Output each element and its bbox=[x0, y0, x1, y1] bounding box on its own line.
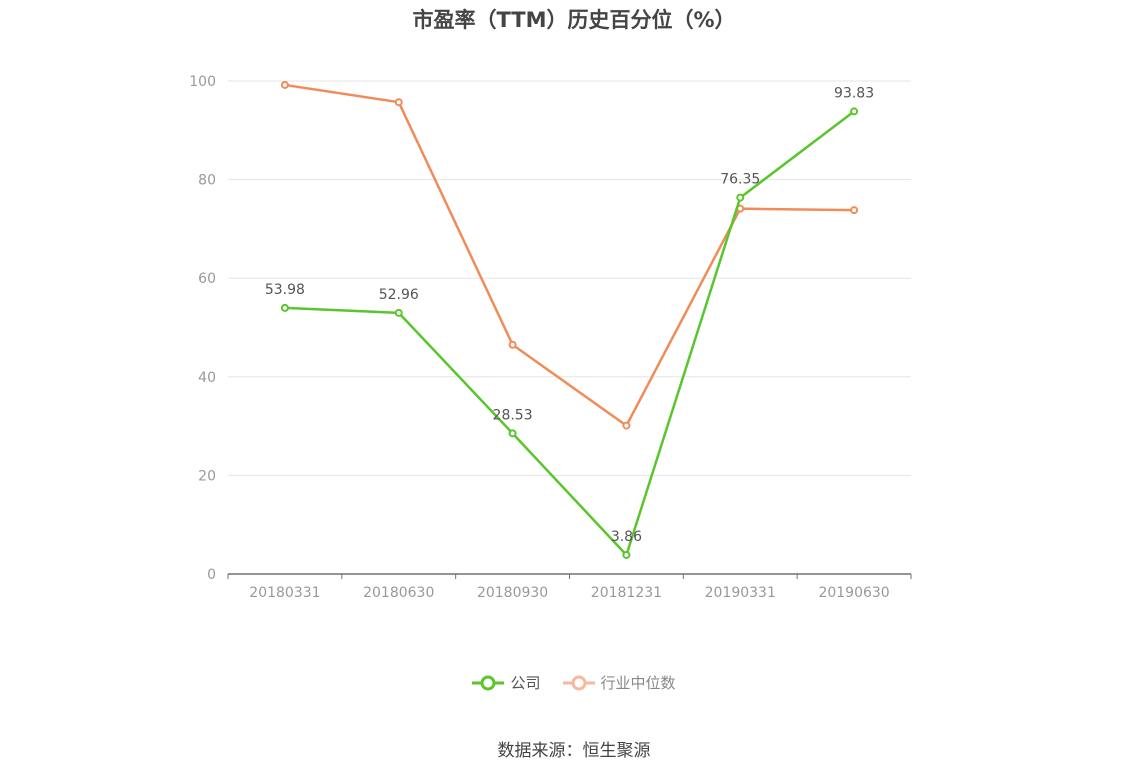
series-line-1 bbox=[284, 83, 855, 427]
data-point bbox=[394, 98, 403, 107]
data-point bbox=[508, 340, 517, 349]
legend-item-industry[interactable]: 行业中位数 bbox=[562, 672, 676, 693]
data-label: 3.86 bbox=[611, 529, 642, 545]
legend: 公司 行业中位数 bbox=[0, 672, 1148, 693]
x-tick-label: 20180930 bbox=[477, 585, 548, 601]
data-label: 76.35 bbox=[720, 172, 760, 188]
y-tick-label: 100 bbox=[189, 74, 216, 90]
data-source: 数据来源：恒生聚源 bbox=[497, 741, 651, 761]
legend-company-label: 公司 bbox=[510, 674, 541, 692]
data-label: 28.53 bbox=[493, 407, 533, 423]
data-point bbox=[280, 303, 289, 312]
data-point bbox=[850, 107, 859, 116]
data-point bbox=[850, 206, 859, 215]
axes: 0 20 40 60 80 100 20180331 20180630 20180930 2018… bbox=[189, 74, 912, 601]
x-tick-label: 20190331 bbox=[705, 585, 776, 601]
data-label: 52.96 bbox=[379, 287, 419, 303]
series-lines bbox=[280, 80, 859, 559]
series-line-0 bbox=[284, 110, 855, 557]
y-tick-label: 80 bbox=[198, 173, 216, 189]
data-point bbox=[394, 308, 403, 317]
legend-company-icon bbox=[472, 675, 505, 690]
data-label: 93.83 bbox=[834, 85, 874, 101]
y-tick-label: 0 bbox=[207, 567, 216, 583]
data-label: 53.98 bbox=[265, 282, 305, 298]
x-tick-label: 20180331 bbox=[249, 585, 320, 601]
data-labels: 53.98 52.96 28.53 3.86 76.35 93.83 bbox=[265, 85, 874, 545]
chart-title: 市盈率（TTM）历史百分位（%） bbox=[412, 8, 736, 32]
x-tick-label: 20190630 bbox=[818, 585, 889, 601]
grid-lines bbox=[228, 80, 911, 476]
y-tick-label: 20 bbox=[198, 468, 216, 484]
x-tick-label: 20180630 bbox=[363, 585, 434, 601]
legend-item-company[interactable]: 公司 bbox=[472, 672, 541, 693]
data-point bbox=[736, 193, 745, 202]
line-chart: 0 20 40 60 80 100 20180331 20180630 20180930 2018… bbox=[189, 74, 912, 601]
data-point bbox=[622, 550, 631, 559]
data-point bbox=[280, 80, 289, 89]
data-point bbox=[508, 429, 517, 438]
legend-industry-label: 行业中位数 bbox=[600, 674, 676, 692]
legend-industry-icon bbox=[562, 675, 595, 690]
x-tick-label: 20181231 bbox=[591, 585, 662, 601]
data-point bbox=[622, 421, 631, 430]
y-tick-label: 60 bbox=[198, 271, 216, 287]
y-tick-label: 40 bbox=[198, 370, 216, 386]
